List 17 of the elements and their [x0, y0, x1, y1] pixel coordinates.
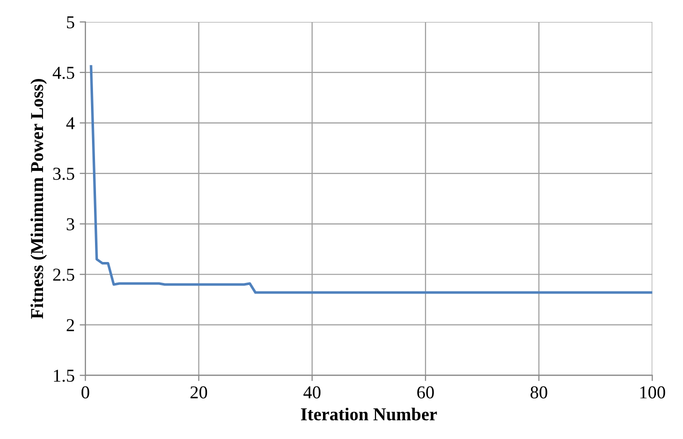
line-series — [90, 65, 652, 294]
x-tick-label: 80 — [530, 386, 548, 398]
y-tick-label: 1.5 — [54, 370, 74, 382]
x-tick-label: 0 — [82, 386, 90, 398]
x-tick-label: 40 — [303, 386, 320, 398]
y-tick-label: 5 — [66, 16, 74, 28]
y-tick-label: 3.5 — [53, 168, 74, 180]
x-axis-title: Iteration Number — [300, 408, 437, 420]
y-tick-label: 3 — [66, 218, 74, 230]
x-tick-label: 100 — [640, 386, 666, 398]
x-tick-label: 20 — [190, 386, 208, 398]
y-tick-label: 2.5 — [53, 268, 74, 281]
y-tick-label: 2 — [66, 319, 74, 332]
x-tick-label: 60 — [417, 386, 434, 398]
y-axis-title: Fitness (Minimum Power Loss) — [30, 78, 47, 319]
y-tick-label: 4 — [66, 117, 75, 130]
y-tick-label: 4.5 — [52, 66, 74, 79]
